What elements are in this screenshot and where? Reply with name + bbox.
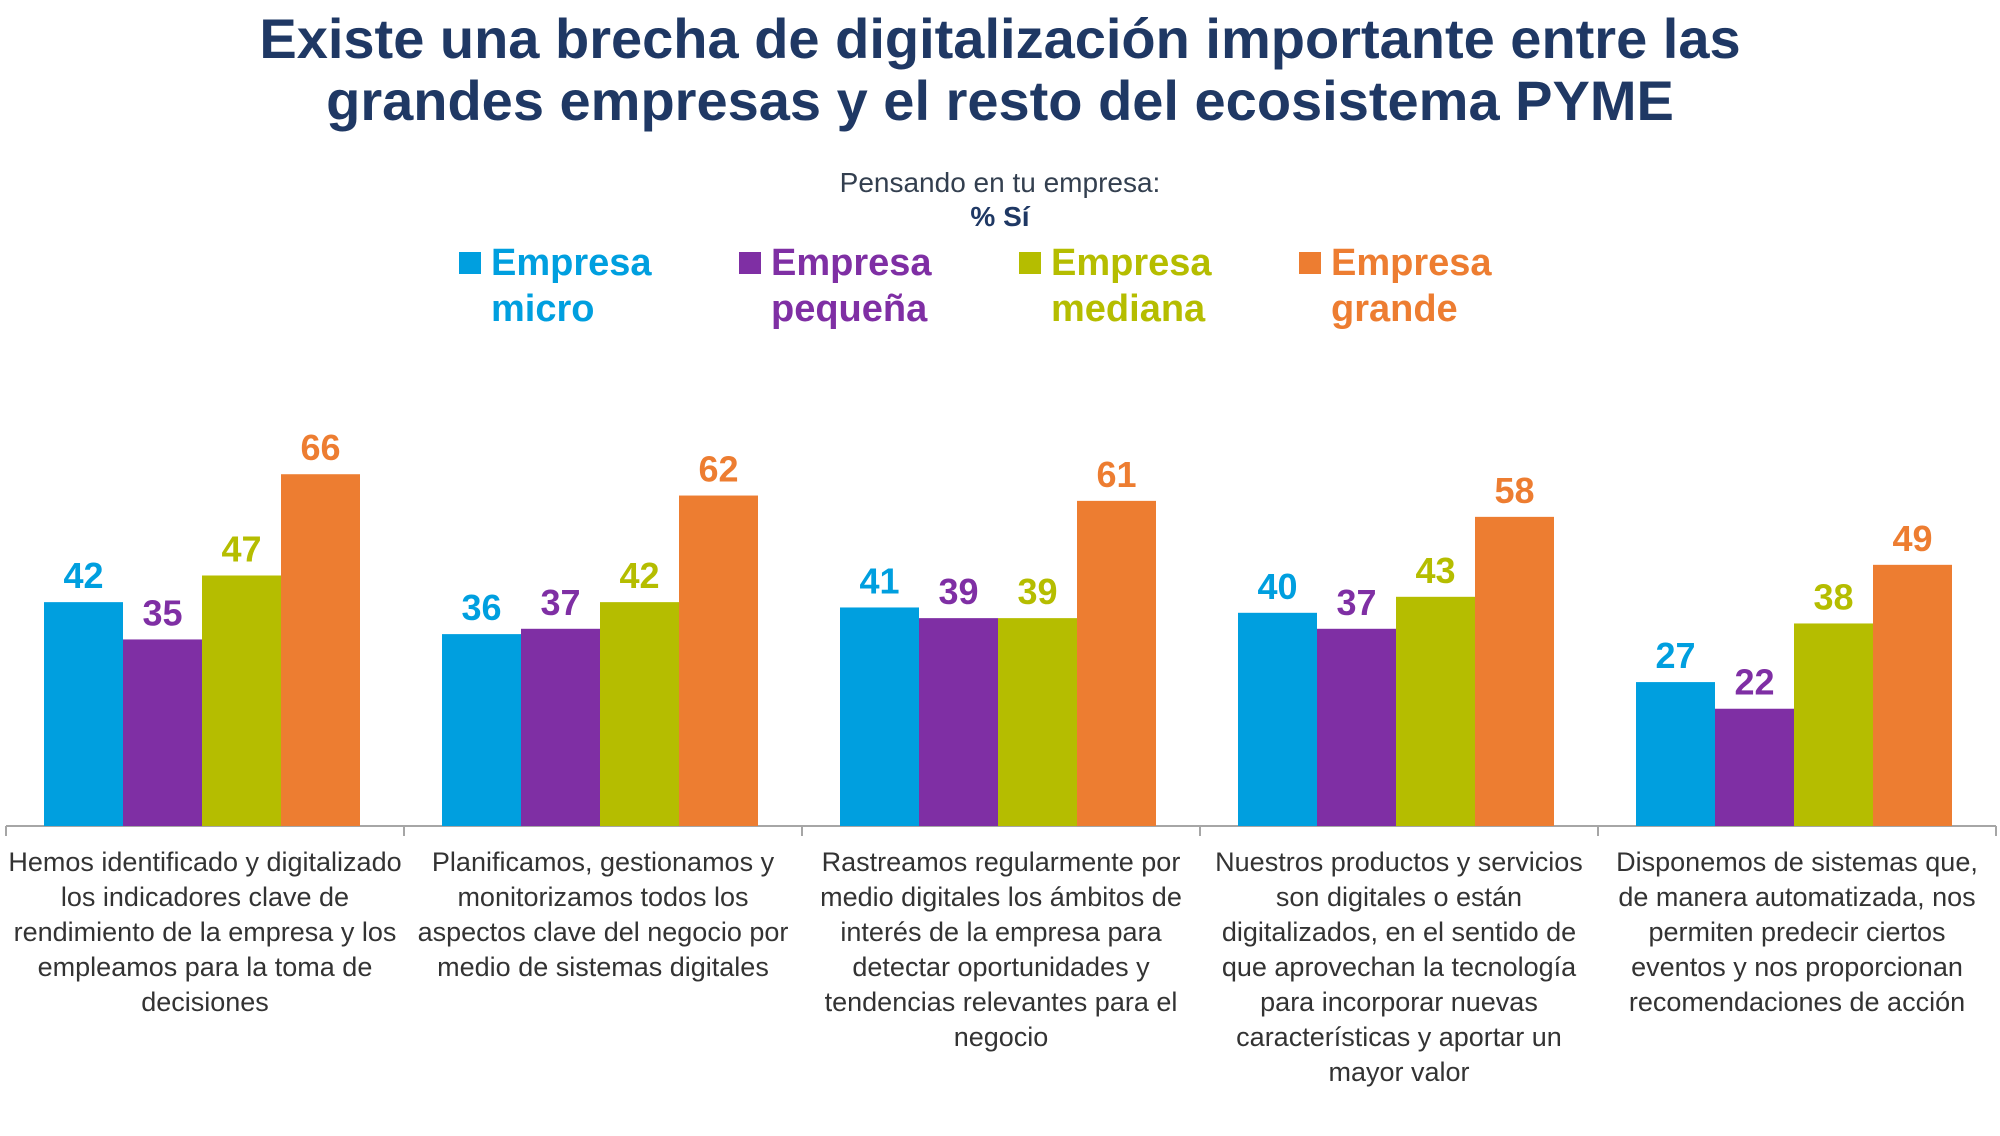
legend-label-mediana-line-2: mediana	[1051, 288, 1206, 330]
bar-series-4-category-4	[1475, 516, 1554, 826]
legend-item-pequena: Empresa pequeña	[739, 240, 981, 332]
category-label-4: Nuestros productos y servicios son digit…	[1215, 847, 1583, 1087]
legend-label-grande-line-2: grande	[1331, 288, 1458, 330]
data-label-series-3-category-3: 39	[1017, 571, 1057, 612]
y-axis-label: % Sí	[970, 201, 1030, 232]
bar-series-2-category-2	[521, 628, 600, 826]
legend-label-mediana: Empresa mediana	[1051, 240, 1261, 332]
legend-label-grande: Empresa grande	[1331, 240, 1541, 332]
category-label-1: Hemos identificado y digitalizado los in…	[8, 847, 402, 1017]
bar-series-4-category-1	[281, 474, 360, 826]
legend-label-mediana-line-1: Empresa	[1051, 242, 1212, 284]
data-label-series-2-category-3: 39	[938, 571, 978, 612]
data-label-series-3-category-2: 42	[619, 555, 659, 596]
data-label-series-2-category-5: 22	[1734, 662, 1774, 703]
bar-series-1-category-4	[1238, 612, 1317, 826]
bar-series-1-category-2	[442, 634, 521, 826]
category-label-3: Rastreamos regularmente por medio digita…	[820, 847, 1182, 1052]
chart-title-line-2: grandes empresas y el resto del ecosiste…	[326, 69, 1674, 132]
bar-series-2-category-3	[919, 618, 998, 826]
chart-title-line-1: Existe una brecha de digitalización impo…	[259, 7, 1741, 70]
bar-series-2-category-1	[123, 639, 202, 826]
legend-item-micro: Empresa micro	[459, 240, 701, 332]
data-label-series-3-category-5: 38	[1813, 576, 1853, 617]
chart-subtitle: Pensando en tu empresa:	[839, 167, 1161, 198]
bar-series-3-category-1	[202, 575, 281, 826]
legend-label-pequena: Empresa pequeña	[771, 240, 981, 332]
data-label-series-3-category-4: 43	[1415, 550, 1455, 591]
legend-label-micro-line-2: micro	[491, 288, 595, 330]
legend-label-pequena-line-2: pequeña	[771, 288, 928, 330]
category-label-5: Disponemos de sistemas que, de manera au…	[1616, 847, 1978, 1017]
legend-label-micro-line-1: Empresa	[491, 242, 652, 284]
legend-swatch-micro	[459, 252, 481, 274]
legend: Empresa micro Empresa pequeña Empresa me…	[0, 240, 2000, 332]
legend-item-mediana: Empresa mediana	[1019, 240, 1261, 332]
data-label-series-4-category-3: 61	[1096, 454, 1136, 495]
legend-swatch-pequena	[739, 252, 761, 274]
data-label-series-3-category-1: 47	[221, 528, 261, 569]
data-label-series-4-category-4: 58	[1494, 470, 1534, 511]
legend-label-grande-line-1: Empresa	[1331, 242, 1492, 284]
bar-series-1-category-3	[840, 607, 919, 826]
chart-title: Existe una brecha de digitalización impo…	[0, 8, 2000, 132]
bar-series-2-category-4	[1317, 628, 1396, 826]
data-label-series-4-category-5: 49	[1892, 518, 1932, 559]
bar-series-4-category-5	[1873, 564, 1952, 826]
bar-series-1-category-5	[1636, 682, 1715, 826]
data-label-series-1-category-1: 42	[63, 555, 103, 596]
bar-series-3-category-3	[998, 618, 1077, 826]
bar-series-4-category-3	[1077, 500, 1156, 826]
legend-label-micro: Empresa micro	[491, 240, 701, 332]
data-label-series-2-category-1: 35	[142, 592, 182, 633]
legend-item-grande: Empresa grande	[1299, 240, 1541, 332]
bar-series-1-category-1	[44, 602, 123, 826]
data-label-series-2-category-2: 37	[540, 582, 580, 623]
bar-series-3-category-2	[600, 602, 679, 826]
legend-swatch-mediana	[1019, 252, 1041, 274]
bar-series-3-category-5	[1794, 623, 1873, 826]
category-label-2: Planificamos, gestionamos y monitorizamo…	[417, 847, 789, 982]
data-label-series-1-category-3: 41	[859, 560, 899, 601]
legend-label-pequena-line-1: Empresa	[771, 242, 932, 284]
legend-swatch-grande	[1299, 252, 1321, 274]
data-label-series-1-category-5: 27	[1655, 635, 1695, 676]
bar-series-3-category-4	[1396, 596, 1475, 826]
data-label-series-1-category-4: 40	[1257, 566, 1297, 607]
data-label-series-2-category-4: 37	[1336, 582, 1376, 623]
data-label-series-4-category-1: 66	[300, 427, 340, 468]
data-label-series-1-category-2: 36	[461, 587, 501, 628]
bar-series-2-category-5	[1715, 708, 1794, 826]
bar-series-4-category-2	[679, 495, 758, 826]
data-label-series-4-category-2: 62	[698, 449, 738, 490]
